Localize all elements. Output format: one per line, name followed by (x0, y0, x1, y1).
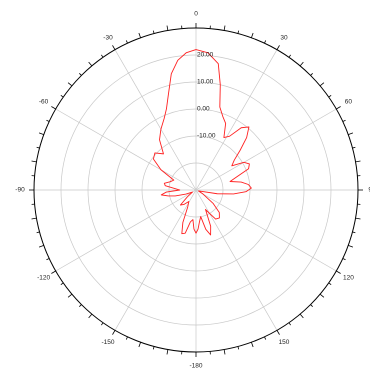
angle-tick-mark (46, 258, 50, 261)
grid-spoke (195, 108, 337, 191)
angle-tick-mark (319, 293, 325, 298)
label-layer: 0 30 60 90 120 150 -180 -150 -120 -90 -60 -30 -10.00… (15, 11, 370, 370)
tick-layer (29, 23, 363, 357)
angle-tick-mark (237, 30, 240, 34)
angle-tick-mark (348, 132, 354, 135)
angle-tick-mark (299, 313, 304, 319)
angle-tick-mark (51, 106, 56, 110)
radial-tick-label: 20.00 (197, 52, 214, 59)
grid-spoke (195, 189, 337, 272)
angle-tick-label: 120 (343, 275, 354, 282)
angle-tick-mark (112, 330, 116, 335)
angle-tick-mark (310, 304, 313, 307)
angle-tick-mark (67, 82, 73, 87)
angle-tick-mark (79, 304, 82, 307)
angle-tick-mark (125, 40, 128, 44)
angle-tick-mark (36, 146, 40, 149)
angle-tick-mark (166, 349, 169, 355)
angle-tick-label: -60 (39, 99, 49, 106)
angle-tick-mark (101, 54, 104, 58)
angle-tick-mark (101, 322, 104, 326)
angle-tick-label: -150 (101, 339, 114, 346)
angle-tick-label: 90 (368, 187, 370, 194)
angle-tick-mark (264, 336, 267, 340)
angle-tick-mark (125, 336, 128, 340)
angle-tick-label: 30 (280, 34, 288, 41)
angle-tick-mark (31, 217, 37, 220)
grid-spoke (195, 49, 278, 191)
angle-tick-mark (31, 160, 37, 163)
angle-tick-label: 0 (194, 11, 198, 18)
angle-tick-mark (223, 349, 226, 355)
angle-tick-mark (237, 346, 240, 350)
angle-tick-mark (310, 73, 313, 76)
angle-tick-mark (67, 293, 73, 298)
angle-tick-mark (352, 146, 356, 149)
angle-tick-mark (264, 40, 267, 44)
angle-tick-mark (60, 95, 64, 98)
angle-tick-mark (88, 61, 93, 67)
angle-tick-label: 150 (279, 339, 290, 346)
angle-tick-mark (355, 217, 361, 220)
angle-tick-label: -180 (189, 363, 202, 370)
angle-tick-mark (79, 73, 82, 76)
angle-tick-mark (38, 132, 44, 135)
angle-tick-mark (342, 258, 346, 261)
angle-tick-mark (336, 106, 341, 110)
angle-tick-mark (355, 160, 361, 163)
angle-tick-mark (138, 342, 141, 348)
angle-tick-mark (152, 346, 155, 350)
angle-tick-label: -120 (37, 275, 50, 282)
angle-tick-label: -30 (103, 34, 113, 41)
angle-tick-label: 60 (345, 99, 353, 106)
grid-spoke (114, 49, 197, 191)
angle-tick-mark (288, 54, 291, 58)
angle-tick-mark (251, 32, 254, 38)
angle-tick-mark (319, 82, 325, 87)
angle-tick-mark (36, 231, 40, 234)
radial-tick-label: 0.00 (197, 106, 210, 113)
series-line (152, 49, 252, 236)
angle-tick-mark (352, 231, 356, 234)
angle-tick-mark (336, 270, 341, 274)
angle-tick-label: -90 (15, 187, 25, 194)
angle-tick-mark (328, 282, 332, 285)
angle-tick-mark (328, 95, 332, 98)
angle-tick-mark (276, 330, 280, 335)
radial-tick-label: -10.00 (197, 133, 216, 140)
angle-tick-mark (288, 322, 291, 326)
angle-tick-mark (112, 45, 116, 50)
angle-tick-mark (166, 25, 169, 31)
angle-tick-mark (299, 61, 304, 67)
angle-tick-mark (138, 32, 141, 38)
radial-tick-label: 10.00 (197, 79, 214, 86)
grid-spoke (114, 189, 197, 331)
angle-tick-mark (38, 245, 44, 248)
trace-layer (152, 49, 252, 236)
angle-tick-mark (51, 270, 56, 274)
angle-tick-mark (342, 119, 346, 122)
grid-spoke (55, 189, 197, 272)
grid-spoke (55, 108, 197, 191)
angle-tick-mark (152, 30, 155, 34)
angle-tick-mark (46, 119, 50, 122)
angle-tick-mark (251, 342, 254, 348)
angle-tick-mark (60, 282, 64, 285)
angle-tick-mark (348, 245, 354, 248)
angle-tick-mark (276, 45, 280, 50)
angle-tick-mark (88, 313, 93, 319)
angle-tick-mark (223, 25, 226, 31)
